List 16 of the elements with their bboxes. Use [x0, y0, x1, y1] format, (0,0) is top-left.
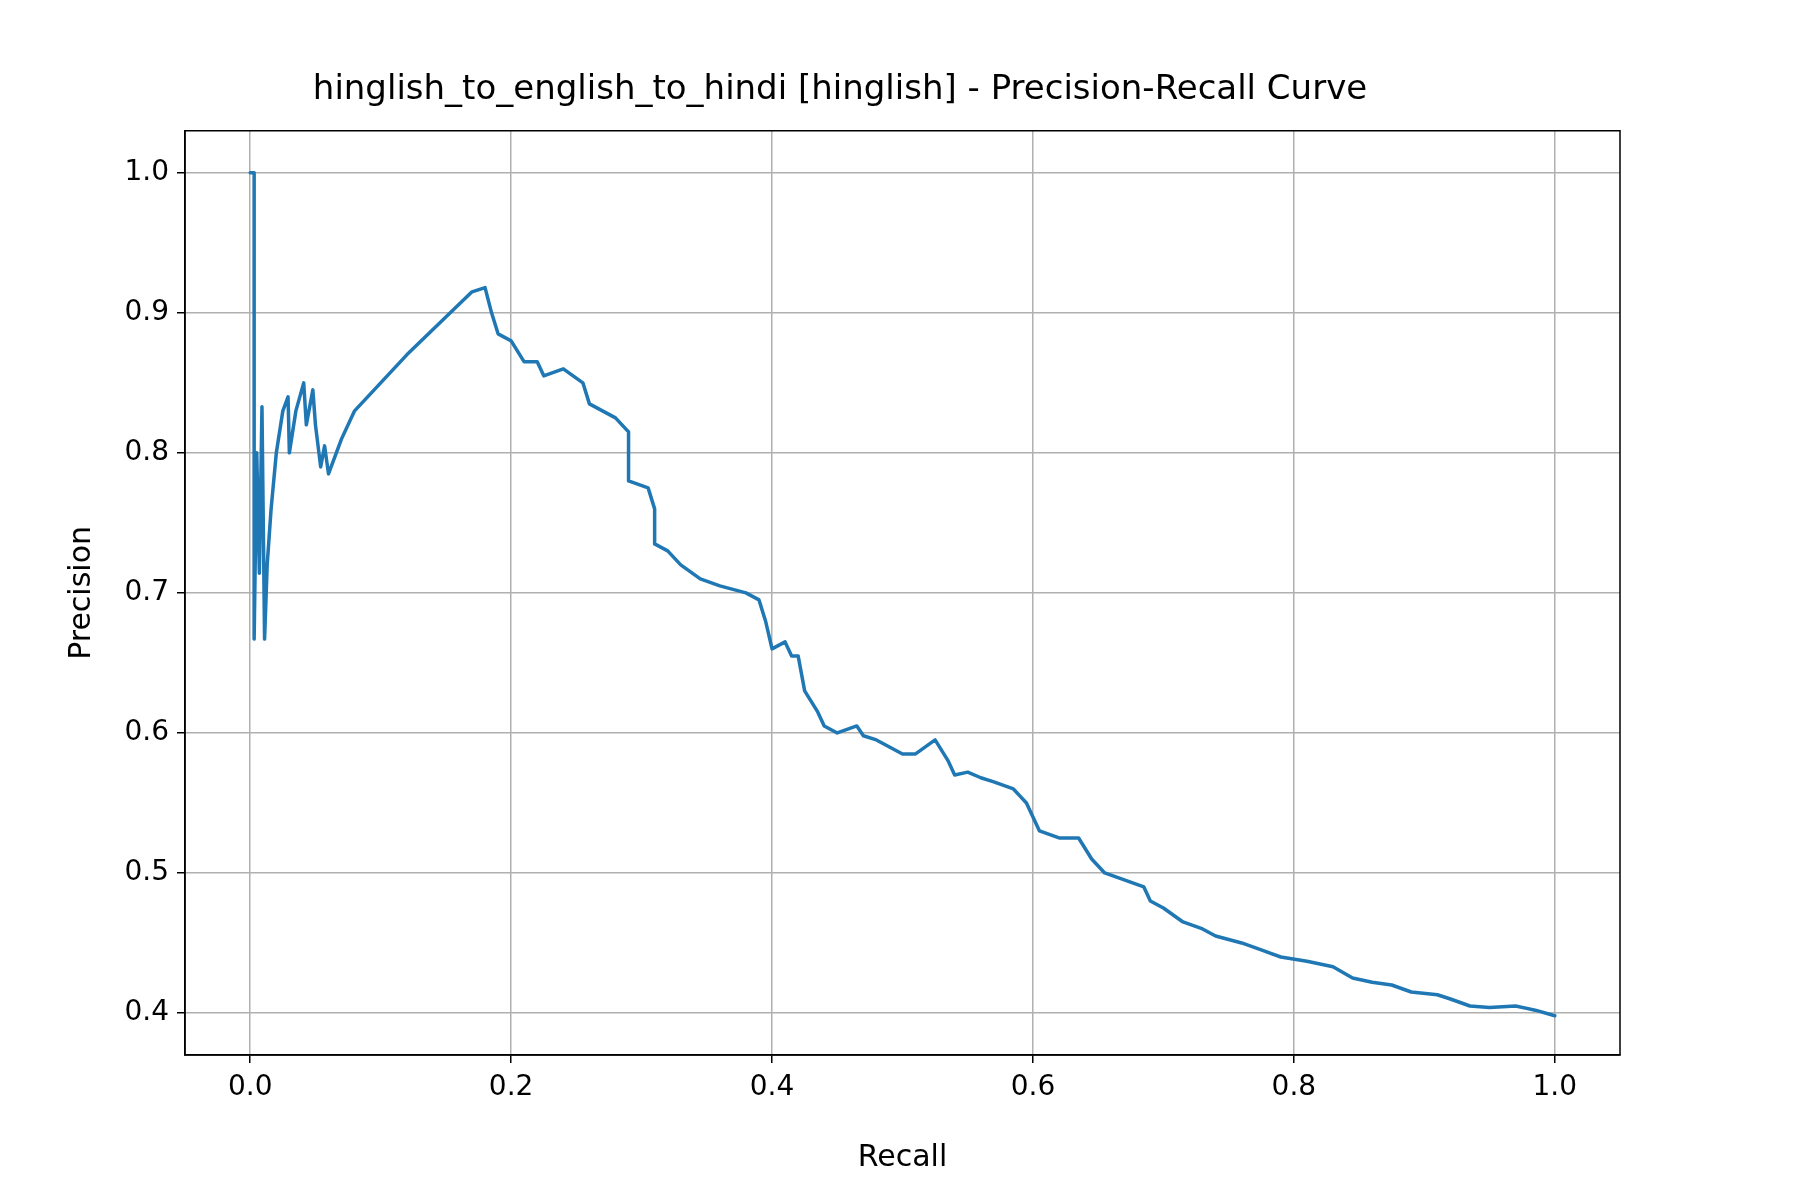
x-tick-label: 0.6 — [1010, 1069, 1056, 1103]
x-tick-label: 1.0 — [1532, 1069, 1578, 1103]
y-tick-label: 0.4 — [124, 994, 169, 1028]
y-tick-label: 0.6 — [124, 714, 169, 748]
x-tick-label: 0.0 — [227, 1069, 273, 1103]
y-tick-label: 0.9 — [124, 294, 169, 328]
x-axis-title: Recall — [857, 1137, 948, 1173]
x-tick-label: 0.8 — [1271, 1069, 1317, 1103]
chart-title: hinglish_to_english_to_hindi [hinglish] - Precision-Recall Curve — [312, 67, 1368, 108]
y-tick-label: 0.7 — [124, 574, 169, 608]
y-tick-label: 1.0 — [124, 154, 169, 188]
y-tick-label: 0.5 — [124, 854, 169, 888]
x-tick-label: 0.4 — [749, 1069, 795, 1103]
y-axis-title: Precision — [61, 525, 97, 660]
y-tick-label: 0.8 — [124, 434, 169, 468]
x-tick-label: 0.2 — [488, 1069, 534, 1103]
